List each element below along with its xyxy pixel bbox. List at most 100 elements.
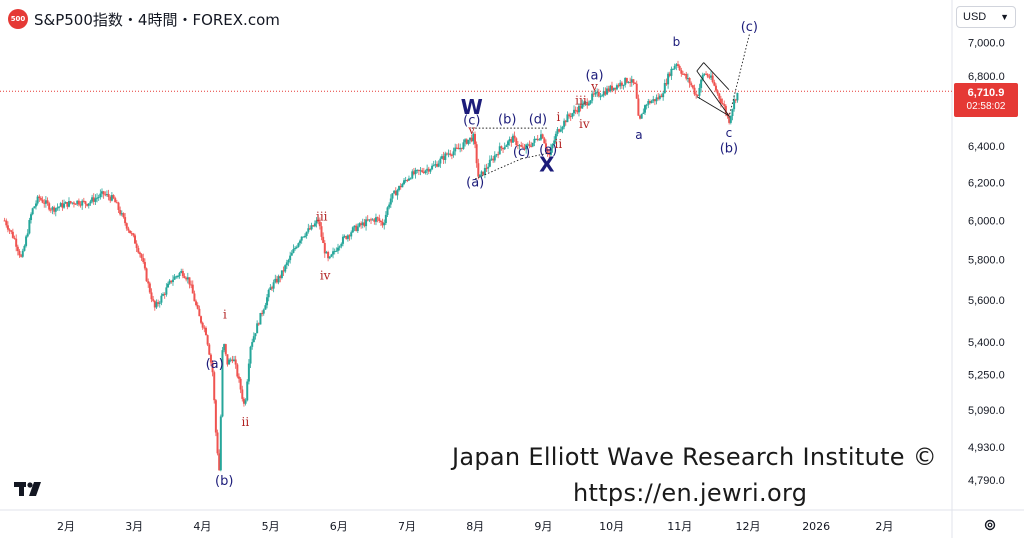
- candle-body: [247, 363, 250, 382]
- candle-body: [313, 223, 316, 227]
- candle-body: [228, 359, 231, 365]
- candle-body: [191, 284, 194, 294]
- candle-body: [719, 98, 722, 104]
- candle-body: [454, 147, 457, 152]
- candle-body: [437, 163, 440, 167]
- candle-body: [710, 75, 713, 78]
- current-price-value: 6,710.9: [967, 87, 1005, 99]
- candle-body: [346, 235, 349, 239]
- candle-body: [589, 100, 592, 104]
- candle-body: [444, 153, 447, 160]
- candle-body: [53, 207, 56, 212]
- candle-body: [185, 278, 188, 280]
- candle-body: [483, 167, 486, 175]
- candle-body: [239, 378, 242, 390]
- candle-body: [284, 265, 287, 272]
- candle-body: [135, 243, 138, 249]
- candle-body: [203, 327, 206, 329]
- y-tick-label: 5,800.0: [968, 255, 1005, 267]
- tradingview-logo-icon[interactable]: [14, 480, 48, 498]
- x-tick-label: 5月: [262, 520, 280, 533]
- candle-body: [485, 167, 488, 169]
- candle-body: [521, 146, 524, 148]
- candle-body: [178, 272, 181, 277]
- x-tick-label: 10月: [599, 520, 624, 533]
- candle-body: [602, 91, 605, 96]
- candle-body: [117, 202, 120, 210]
- candle-body: [393, 190, 396, 194]
- candle-body: [340, 243, 343, 247]
- wave-guide-line: [696, 96, 730, 117]
- candle-body: [711, 75, 714, 83]
- candle-body: [528, 144, 531, 146]
- wave-label: a: [635, 128, 642, 142]
- candle-body: [498, 146, 501, 155]
- candle-body: [167, 283, 170, 288]
- wave-guide-line: [521, 152, 549, 160]
- candle-body: [544, 143, 547, 150]
- candle-body: [218, 453, 221, 471]
- candle-body: [63, 203, 66, 208]
- currency-select[interactable]: USD ▼: [956, 6, 1016, 28]
- candle-body: [272, 282, 275, 289]
- candle-body: [295, 247, 298, 249]
- candle-body: [700, 79, 703, 88]
- x-tick-label: 7月: [398, 520, 416, 533]
- candle-body: [716, 90, 719, 94]
- candle-body: [290, 252, 293, 256]
- candle-body: [89, 201, 92, 204]
- y-tick-label: 7,000.0: [968, 38, 1005, 50]
- candle-body: [84, 201, 87, 205]
- candle-body: [508, 139, 511, 142]
- candle-body: [363, 222, 366, 227]
- wave-label: iv: [579, 117, 590, 131]
- candle-body: [51, 207, 54, 210]
- candle-body: [99, 193, 102, 198]
- candle-body: [351, 227, 354, 233]
- candle-body: [652, 99, 655, 102]
- candle-body: [195, 301, 198, 306]
- current-price-tag: 6,710.9 02:58:02: [954, 83, 1018, 117]
- candle-body: [74, 203, 77, 205]
- x-tick-label: 11月: [667, 520, 692, 533]
- candle-body: [480, 171, 483, 175]
- candle-body: [350, 232, 353, 237]
- wave-label: X: [539, 153, 555, 177]
- candle-body: [102, 191, 105, 195]
- candle-body: [269, 287, 272, 290]
- symbol-header[interactable]: 500 S&P500指数・4時間・FOREX.com: [8, 8, 280, 30]
- candle-body: [134, 235, 137, 244]
- candle-body: [657, 97, 660, 99]
- candle-body: [601, 95, 604, 97]
- candle-body: [670, 68, 673, 76]
- candle-body: [216, 432, 219, 454]
- candle-body: [287, 260, 290, 263]
- candle-body: [176, 276, 179, 278]
- candle-body: [518, 145, 521, 147]
- symbol-title[interactable]: S&P500指数・4時間・FOREX.com: [34, 10, 280, 29]
- candle-body: [327, 252, 330, 259]
- settings-gear-icon[interactable]: [983, 518, 997, 532]
- candle-body: [596, 91, 599, 93]
- candle-body: [33, 206, 36, 209]
- candle-body: [252, 336, 255, 343]
- candle-body: [559, 129, 562, 132]
- candle-body: [564, 120, 567, 123]
- candle-body: [292, 248, 295, 253]
- candle-body: [464, 139, 467, 143]
- candle-body: [323, 243, 326, 254]
- candle-body: [330, 254, 333, 257]
- candle-body: [338, 246, 341, 248]
- candle-body: [412, 171, 415, 175]
- candle-body: [526, 144, 529, 146]
- candle-body: [26, 233, 29, 237]
- candle-body: [556, 129, 559, 134]
- candle-body: [650, 101, 653, 104]
- candle-body: [643, 105, 646, 113]
- candle-body: [648, 101, 651, 104]
- candle-body: [609, 85, 612, 92]
- candle-body: [100, 191, 103, 194]
- candle-body: [662, 93, 665, 98]
- wave-label: v: [467, 123, 475, 137]
